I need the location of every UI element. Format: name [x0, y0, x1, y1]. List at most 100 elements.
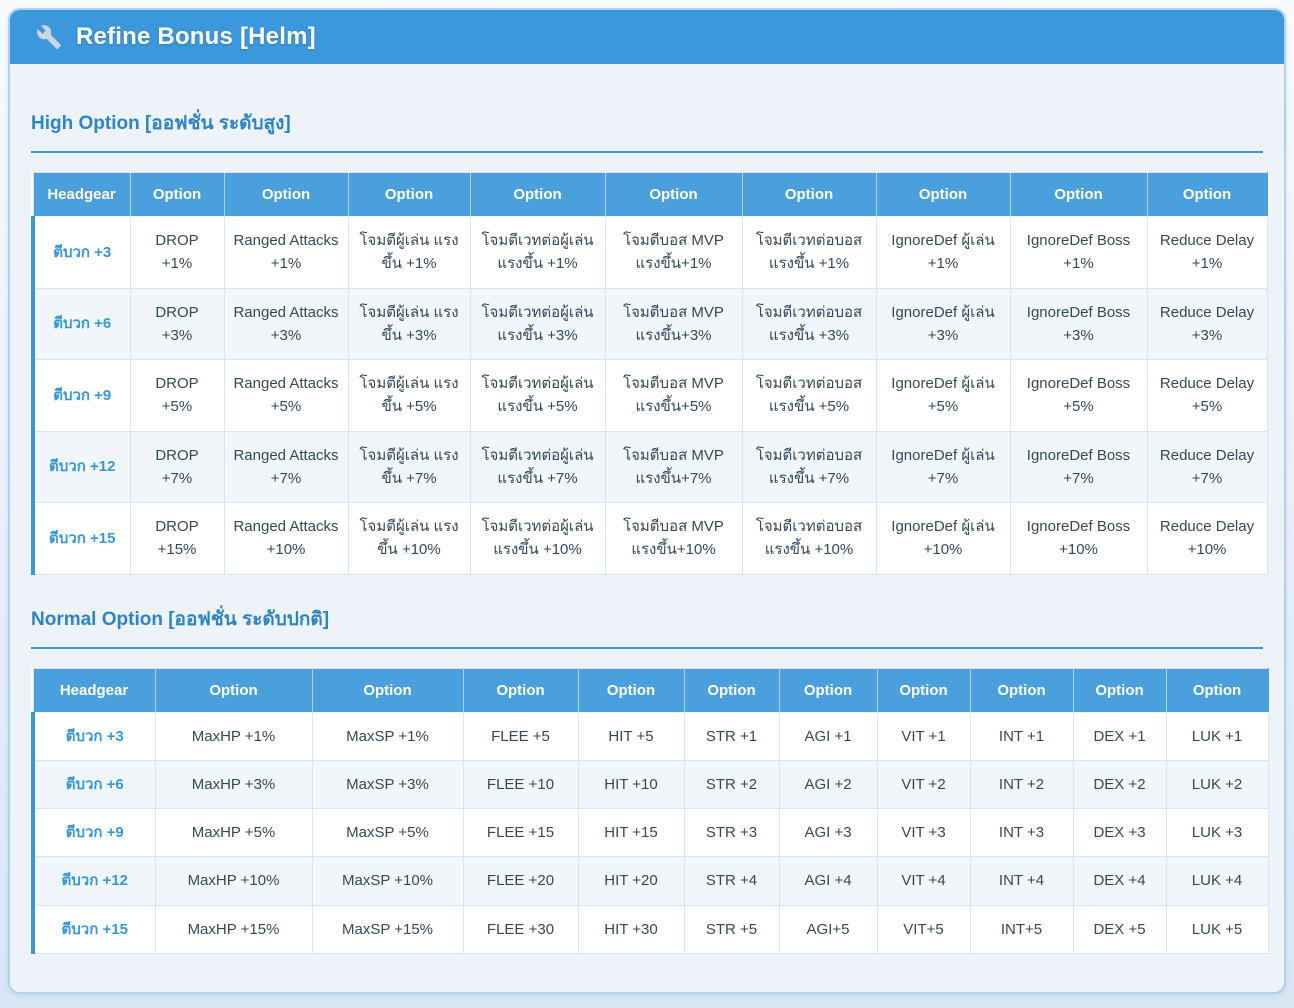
option-cell: AGI +1 [778, 711, 878, 761]
normal-option-heading: Normal Option [ออฟชั่น ระดับปกติ] [31, 604, 1263, 649]
option-cell: FLEE +5 [462, 711, 579, 761]
refine-bonus-panel: Refine Bonus [Helm] High Option [ออฟชั่น… [8, 8, 1286, 994]
option-cell: FLEE +20 [462, 856, 579, 906]
table-row: ตีบวก +3 DROP +1% Ranged Attacks +1% โจมตีผ… [31, 216, 1268, 289]
option-cell: โจมตีบอส MVP แรงขึ้น+10% [604, 502, 743, 575]
table-row: ตีบวก +12 DROP +7% Ranged Attacks +7% โจมตี… [31, 430, 1268, 503]
refine-level-link[interactable]: ตีบวก +12 [31, 430, 131, 503]
refine-level-link[interactable]: ตีบวก +3 [31, 711, 156, 761]
option-cell: HIT +20 [577, 856, 685, 906]
page-title: Refine Bonus [Helm] [76, 23, 316, 50]
refine-level-link[interactable]: ตีบวก +9 [31, 807, 156, 858]
option-cell: LUK +4 [1165, 856, 1269, 906]
option-cell: DEX +2 [1072, 759, 1167, 810]
refine-level-link[interactable]: ตีบวก +6 [31, 287, 131, 360]
column-header-headgear: Headgear [33, 172, 131, 217]
normal-option-table: Headgear Option Option Option Option Option Op… [31, 667, 1269, 954]
option-cell: VIT +2 [876, 759, 971, 810]
refine-level-link[interactable]: ตีบวก +3 [31, 216, 131, 289]
option-cell: DROP +15% [129, 502, 225, 575]
option-cell: INT +4 [969, 856, 1074, 906]
option-cell: Ranged Attacks +7% [223, 430, 349, 503]
option-cell: โจมตีเวทต่อผู้เล่น แรงขึ้น +5% [469, 359, 606, 432]
option-cell: MaxHP +1% [154, 711, 313, 761]
option-cell: FLEE +15 [462, 807, 579, 858]
option-cell: โจมตีเวทต่อบอส แรงขึ้น +10% [741, 502, 877, 575]
table-row: ตีบวก +3 MaxHP +1% MaxSP +1% FLEE +5 HIT +5 S… [31, 711, 1269, 761]
option-cell: IgnoreDef Boss +7% [1009, 430, 1148, 503]
option-cell: โจมตีบอส MVP แรงขึ้น+7% [604, 430, 743, 503]
column-header-option: Option [779, 668, 878, 713]
table-header-row: Headgear Option Option Option Option Option Op… [33, 668, 1269, 713]
column-header-option: Option [684, 668, 780, 713]
refine-level-link[interactable]: ตีบวก +9 [31, 359, 131, 432]
refine-level-link[interactable]: ตีบวก +6 [31, 759, 156, 810]
column-header-option: Option [312, 668, 464, 713]
option-cell: IgnoreDef Boss +5% [1009, 359, 1148, 432]
option-cell: โจมตีเวทต่อบอส แรงขึ้น +5% [741, 359, 877, 432]
option-cell: FLEE +10 [462, 759, 579, 810]
wrench-icon [36, 24, 62, 50]
option-cell: STR +5 [683, 904, 780, 954]
option-cell: HIT +15 [577, 807, 685, 858]
column-header-option: Option [605, 172, 743, 217]
option-cell: VIT +1 [876, 711, 971, 761]
option-cell: DROP +5% [129, 359, 225, 432]
option-cell: โจมตีเวทต่อบอส แรงขึ้น +3% [741, 287, 877, 360]
option-cell: STR +2 [683, 759, 780, 810]
option-cell: STR +3 [683, 807, 780, 858]
option-cell: VIT +4 [876, 856, 971, 906]
column-header-option: Option [470, 172, 606, 217]
option-cell: VIT+5 [876, 904, 971, 954]
refine-level-link[interactable]: ตีบวก +12 [31, 856, 156, 906]
option-cell: IgnoreDef Boss +10% [1009, 502, 1148, 575]
option-cell: AGI+5 [778, 904, 878, 954]
refine-level-link[interactable]: ตีบวก +15 [31, 502, 131, 575]
option-cell: IgnoreDef Boss +3% [1009, 287, 1148, 360]
table-row: ตีบวก +6 MaxHP +3% MaxSP +3% FLEE +10 HIT +1… [31, 759, 1269, 810]
column-header-option: Option [463, 668, 579, 713]
option-cell: DEX +5 [1072, 904, 1167, 954]
column-header-option: Option [1010, 172, 1148, 217]
column-header-option: Option [1073, 668, 1167, 713]
option-cell: IgnoreDef ผู้เล่น +1% [875, 216, 1011, 289]
option-cell: โจมตีบอส MVP แรงขึ้น+5% [604, 359, 743, 432]
option-cell: โจมตีผู้เล่น แรงขึ้น +5% [347, 359, 471, 432]
option-cell: โจมตีผู้เล่น แรงขึ้น +1% [347, 216, 471, 289]
table-row: ตีบวก +12 MaxHP +10% MaxSP +10% FLEE +20 HIT… [31, 856, 1269, 906]
panel-content: High Option [ออฟชั่น ระดับสูง] Headgear O… [10, 108, 1284, 970]
column-header-option: Option [877, 668, 971, 713]
option-cell: INT +3 [969, 807, 1074, 858]
option-cell: IgnoreDef ผู้เล่น +7% [875, 430, 1011, 503]
refine-level-link[interactable]: ตีบวก +15 [31, 904, 156, 954]
high-option-heading: High Option [ออฟชั่น ระดับสูง] [31, 108, 1263, 153]
table-row: ตีบวก +15 MaxHP +15% MaxSP +15% FLEE +30 HIT… [31, 904, 1269, 954]
option-cell: LUK +5 [1165, 904, 1269, 954]
option-cell: Ranged Attacks +10% [223, 502, 349, 575]
option-cell: Reduce Delay +1% [1146, 216, 1268, 289]
option-cell: MaxHP +3% [154, 759, 313, 810]
option-cell: MaxSP +5% [311, 807, 464, 858]
option-cell: Ranged Attacks +3% [223, 287, 349, 360]
option-cell: STR +1 [683, 711, 780, 761]
option-cell: IgnoreDef Boss +1% [1009, 216, 1148, 289]
option-cell: โจมตีผู้เล่น แรงขึ้น +7% [347, 430, 471, 503]
option-cell: HIT +30 [577, 904, 685, 954]
option-cell: INT+5 [969, 904, 1074, 954]
option-cell: INT +1 [969, 711, 1074, 761]
option-cell: LUK +2 [1165, 759, 1269, 810]
table-row: ตีบวก +9 MaxHP +5% MaxSP +5% FLEE +15 HIT +1… [31, 807, 1269, 858]
option-cell: DEX +1 [1072, 711, 1167, 761]
column-header-option: Option [970, 668, 1074, 713]
option-cell: LUK +1 [1165, 711, 1269, 761]
option-cell: DROP +7% [129, 430, 225, 503]
option-cell: โจมตีผู้เล่น แรงขึ้น +10% [347, 502, 471, 575]
option-cell: MaxSP +1% [311, 711, 464, 761]
option-cell: โจมตีเวทต่อผู้เล่น แรงขึ้น +10% [469, 502, 606, 575]
table-row: ตีบวก +9 DROP +5% Ranged Attacks +5% โจมตีผ… [31, 359, 1268, 432]
option-cell: IgnoreDef ผู้เล่น +3% [875, 287, 1011, 360]
option-cell: IgnoreDef ผู้เล่น +5% [875, 359, 1011, 432]
option-cell: HIT +10 [577, 759, 685, 810]
option-cell: LUK +3 [1165, 807, 1269, 858]
table-header-row: Headgear Option Option Option Option Option Op… [33, 172, 1268, 217]
